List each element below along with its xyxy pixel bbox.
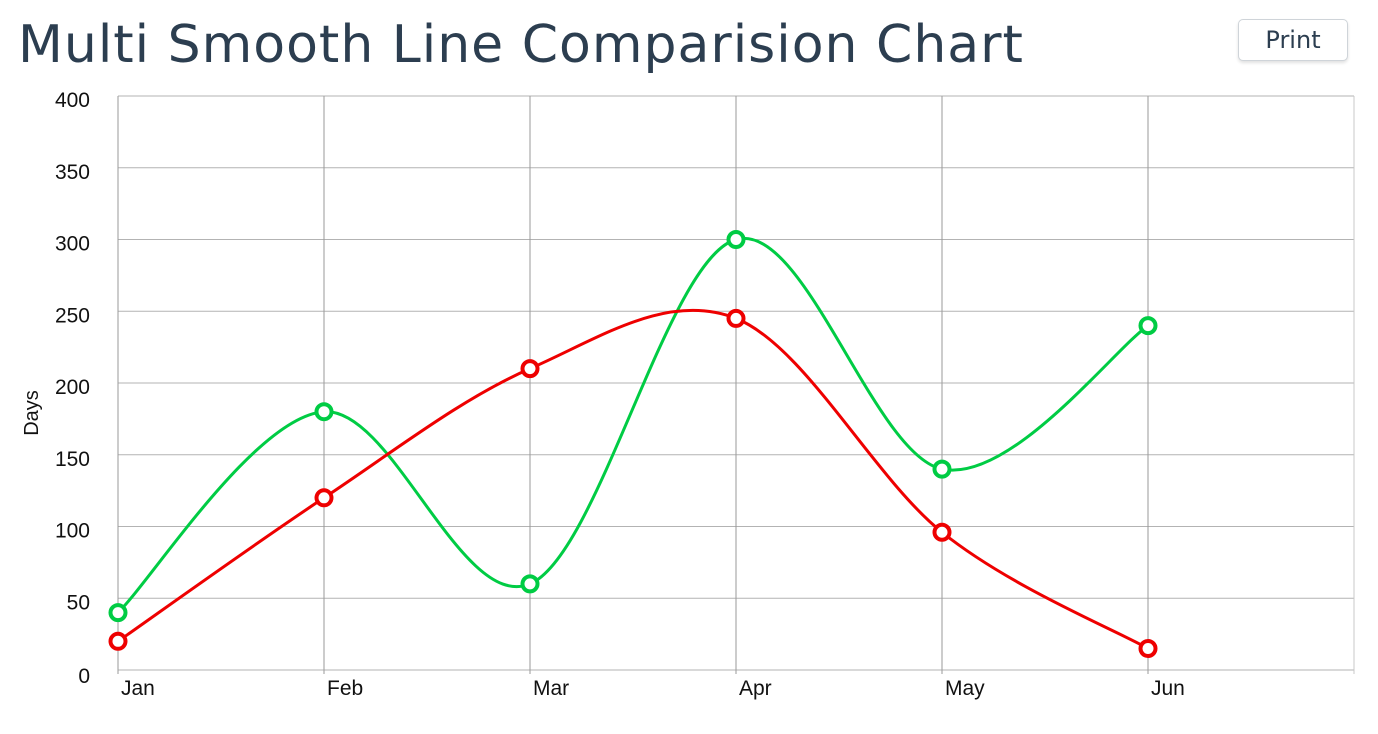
y-axis-title: Days bbox=[21, 390, 43, 436]
data-point[interactable] bbox=[108, 603, 128, 623]
data-point[interactable] bbox=[726, 230, 746, 249]
data-point[interactable] bbox=[108, 631, 128, 651]
data-point[interactable] bbox=[726, 308, 746, 328]
x-tick-label: Mar bbox=[533, 677, 569, 700]
y-tick-label: 350 bbox=[55, 161, 90, 184]
y-tick-label: 400 bbox=[55, 89, 90, 112]
x-tick-label: May bbox=[945, 677, 985, 700]
y-tick-label: 300 bbox=[55, 233, 90, 256]
x-tick-label: Feb bbox=[327, 677, 363, 700]
x-tick-label: Apr bbox=[739, 677, 772, 700]
y-tick-label: 250 bbox=[55, 304, 90, 327]
y-tick-label: 150 bbox=[55, 448, 90, 471]
data-point[interactable] bbox=[520, 574, 540, 594]
data-point[interactable] bbox=[932, 459, 952, 479]
series-line bbox=[117, 308, 1149, 650]
data-point[interactable] bbox=[1138, 638, 1158, 658]
x-tick-label: Jun bbox=[1151, 677, 1185, 700]
page-title: Multi Smooth Line Comparision Chart bbox=[18, 15, 1024, 75]
print-button[interactable]: Print bbox=[1238, 19, 1348, 61]
y-tick-label: 0 bbox=[78, 665, 90, 688]
data-point[interactable] bbox=[1138, 316, 1158, 336]
y-tick-label: 50 bbox=[67, 591, 90, 614]
y-tick-label: 200 bbox=[55, 376, 90, 399]
data-point[interactable] bbox=[314, 488, 334, 508]
data-point[interactable] bbox=[314, 402, 334, 422]
x-tick-label: Jan bbox=[121, 677, 155, 700]
y-tick-label: 100 bbox=[55, 520, 90, 543]
chart-grid bbox=[117, 95, 1355, 674]
data-point[interactable] bbox=[520, 359, 540, 379]
chart-series bbox=[108, 230, 1158, 658]
chart-ticks: 0 50 100 150 200 250 300 350 400 Jan Feb Mar Apr May J… bbox=[55, 89, 1185, 700]
series-line bbox=[116, 236, 1149, 614]
data-point[interactable] bbox=[932, 522, 952, 542]
